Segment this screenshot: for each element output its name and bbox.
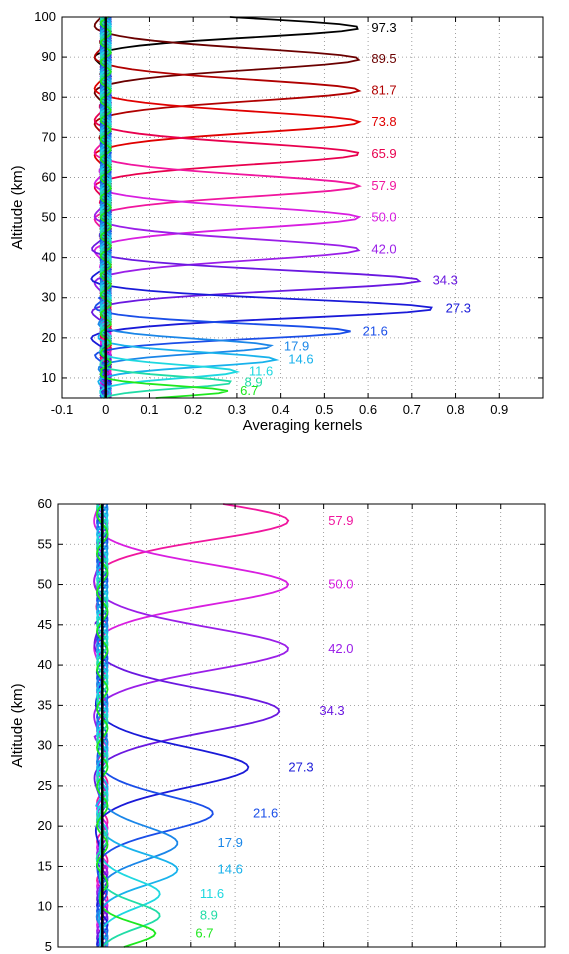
y-tick-label: 30 [42, 290, 56, 305]
series-label: 34.3 [319, 703, 344, 718]
y-tick-label: 20 [42, 330, 56, 345]
series-line [95, 503, 179, 948]
x-tick-label: 0.9 [490, 402, 508, 417]
series-label: 11.6 [249, 364, 273, 379]
x-tick-label: 0 [99, 951, 106, 954]
series-line [97, 16, 280, 399]
series-label: 34.3 [433, 272, 458, 287]
series-label: 73.8 [371, 114, 396, 129]
series-label: 27.3 [288, 759, 313, 774]
x-tick-label: 0.1 [138, 951, 156, 954]
y-tick-label: 25 [38, 778, 52, 793]
x-axis-label: Averaging kernels [243, 417, 363, 434]
y-tick-label: 5 [45, 939, 52, 954]
series-label: 8.9 [200, 908, 218, 923]
x-tick-label: 0.5 [315, 951, 333, 954]
chart-panel-2: 57.9 50.0 42.0 34.3 27.3 21.6 17.9 14.6 11.6 8.9 6… [9, 496, 546, 954]
series-label: 11.6 [200, 886, 224, 901]
series-label: 27.3 [446, 301, 471, 316]
x-tick-label: 0.4 [272, 402, 290, 417]
y-axis-label: Altitude (km) [9, 165, 26, 249]
y-tick-label: 10 [42, 370, 56, 385]
series-label: 42.0 [328, 641, 353, 656]
x-tick-label: -0.1 [47, 951, 69, 954]
y-tick-label: 60 [42, 169, 56, 184]
series-line [99, 16, 229, 399]
series-label: 57.9 [328, 513, 353, 528]
series-label: 21.6 [363, 323, 388, 338]
series-label: 17.9 [284, 338, 309, 353]
x-tick-label: 0.2 [184, 402, 202, 417]
series-label: 8.9 [245, 374, 263, 389]
x-tick-label: 0.8 [447, 951, 465, 954]
x-tick-label: 0.7 [403, 951, 421, 954]
x-tick-label: 0.3 [226, 951, 244, 954]
y-tick-label: 55 [38, 536, 52, 551]
y-tick-label: 100 [34, 9, 56, 24]
series-label: 6.7 [195, 925, 213, 940]
y-tick-label: 50 [38, 577, 52, 592]
axes-frame [61, 16, 544, 399]
series-label: 97.3 [371, 20, 396, 35]
y-tick-label: 90 [42, 49, 56, 64]
y-tick-label: 15 [38, 858, 52, 873]
plot-area [58, 504, 545, 947]
series-label: 50.0 [328, 577, 353, 592]
y-tick-label: 20 [38, 818, 52, 833]
x-tick-label: 0.6 [359, 951, 377, 954]
x-tick-label: 0.5 [315, 402, 333, 417]
x-tick-label: 0.8 [447, 402, 465, 417]
series-line [93, 503, 289, 948]
x-tick-label: 0.4 [270, 951, 288, 954]
chart-panel-1: 97.3 89.5 81.7 73.8 65.9 57.9 50.0 42.0 34.3 27.3… [9, 9, 544, 434]
series-label: 14.6 [288, 351, 313, 366]
x-tick-label: 0.7 [403, 402, 421, 417]
x-tick-label: 0.1 [140, 402, 158, 417]
x-tick-label: 0.6 [359, 402, 377, 417]
series-label: 6.7 [240, 383, 258, 398]
x-tick-label: 0.2 [182, 951, 200, 954]
x-tick-label: 0.3 [228, 402, 246, 417]
series-label: 21.6 [253, 805, 278, 820]
y-tick-label: 50 [42, 210, 56, 225]
y-tick-label: 35 [38, 697, 52, 712]
y-tick-label: 45 [38, 617, 52, 632]
y-tick-label: 40 [38, 657, 52, 672]
x-tick-label: 0 [102, 402, 109, 417]
series-label: 57.9 [371, 178, 396, 193]
series-label: 65.9 [371, 146, 396, 161]
series-label: 17.9 [218, 835, 243, 850]
series-label: 50.0 [371, 210, 396, 225]
y-tick-label: 40 [42, 250, 56, 265]
y-tick-label: 30 [38, 738, 52, 753]
y-tick-label: 70 [42, 129, 56, 144]
axes-frame [57, 503, 546, 948]
x-tick-label: 0.9 [492, 951, 510, 954]
y-tick-label: 80 [42, 89, 56, 104]
series-label: 81.7 [371, 82, 396, 97]
y-axis-label: Altitude (km) [9, 683, 26, 767]
series-label: 42.0 [371, 242, 396, 257]
series-label: 89.5 [371, 51, 396, 66]
y-tick-label: 10 [38, 899, 52, 914]
y-tick-label: 60 [38, 496, 52, 511]
x-tick-label: -0.1 [51, 402, 73, 417]
series-label: 14.6 [218, 862, 243, 877]
